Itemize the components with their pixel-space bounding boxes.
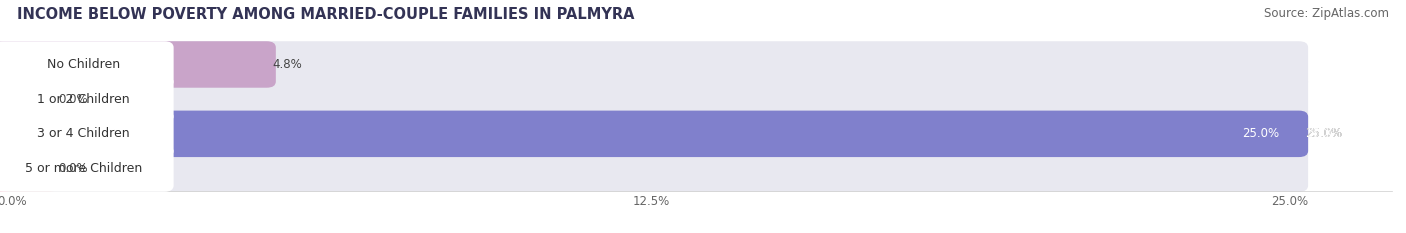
FancyBboxPatch shape (0, 41, 173, 88)
Text: INCOME BELOW POVERTY AMONG MARRIED-COUPLE FAMILIES IN PALMYRA: INCOME BELOW POVERTY AMONG MARRIED-COUPL… (17, 7, 634, 22)
Text: 3 or 4 Children: 3 or 4 Children (38, 127, 129, 140)
FancyBboxPatch shape (0, 145, 1308, 192)
FancyBboxPatch shape (0, 145, 173, 192)
FancyBboxPatch shape (0, 76, 59, 122)
Text: Source: ZipAtlas.com: Source: ZipAtlas.com (1264, 7, 1389, 20)
FancyBboxPatch shape (0, 111, 1308, 157)
FancyBboxPatch shape (0, 111, 1308, 157)
Text: 4.8%: 4.8% (273, 58, 302, 71)
FancyBboxPatch shape (0, 41, 276, 88)
FancyBboxPatch shape (0, 41, 1308, 88)
FancyBboxPatch shape (0, 76, 1308, 122)
Text: 25.0%: 25.0% (1305, 127, 1343, 140)
Text: 25.0%: 25.0% (1305, 127, 1343, 140)
FancyBboxPatch shape (0, 111, 173, 157)
Text: 0.0%: 0.0% (58, 162, 87, 175)
FancyBboxPatch shape (0, 145, 59, 192)
FancyBboxPatch shape (0, 76, 173, 122)
Text: 0.0%: 0.0% (58, 93, 87, 106)
Text: 25.0%: 25.0% (1243, 127, 1279, 140)
Text: 5 or more Children: 5 or more Children (25, 162, 142, 175)
Text: 1 or 2 Children: 1 or 2 Children (38, 93, 129, 106)
Text: No Children: No Children (48, 58, 121, 71)
